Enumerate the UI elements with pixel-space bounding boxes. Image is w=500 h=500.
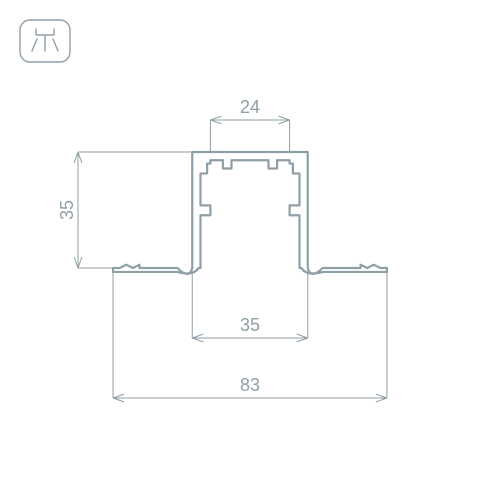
dimension-35v: 35 — [57, 152, 192, 268]
dimension-83: 83 — [113, 272, 387, 402]
profile-cross-section — [113, 152, 387, 274]
dimension-24: 24 — [210, 97, 289, 152]
downlight-icon — [20, 20, 70, 62]
dim-24-value: 24 — [240, 97, 260, 117]
dimension-35h: 35 — [192, 272, 308, 342]
technical-drawing: 24 35 35 83 — [0, 0, 500, 500]
dim-35v-value: 35 — [57, 200, 77, 220]
dim-35h-value: 35 — [240, 315, 260, 335]
dim-83-value: 83 — [240, 375, 260, 395]
